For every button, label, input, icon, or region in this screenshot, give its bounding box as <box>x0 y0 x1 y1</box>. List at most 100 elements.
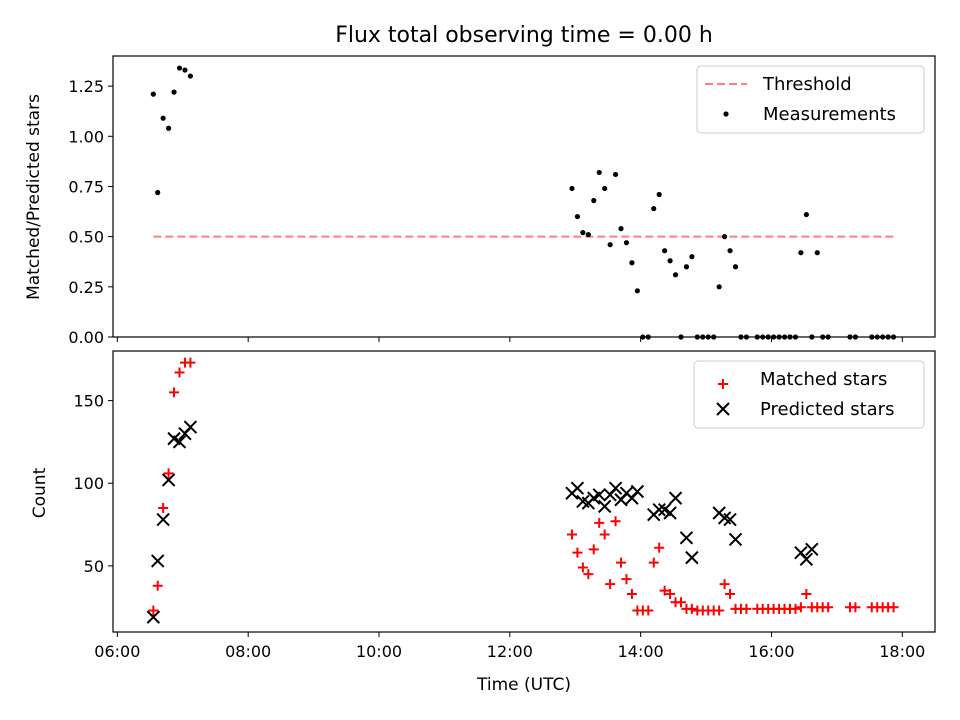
matched-star-point <box>626 588 637 599</box>
matched-star-point <box>616 557 627 568</box>
predicted-star-point <box>723 512 737 527</box>
measurement-point <box>574 213 581 220</box>
x-tick-label: 08:00 <box>225 642 271 661</box>
measurement-point <box>683 264 690 270</box>
matched-star-point <box>741 603 752 614</box>
measurement-point <box>651 205 657 212</box>
matched-star-point <box>795 602 806 613</box>
predicted-star-point <box>161 473 176 487</box>
predicted-star-point <box>799 552 814 566</box>
matched-star-point <box>725 588 736 599</box>
matched-star-point <box>790 603 801 614</box>
measurement-point <box>716 284 722 290</box>
predicted-star-point <box>172 435 187 449</box>
predicted-star-point <box>728 532 743 547</box>
matched-star-point <box>588 544 599 555</box>
top-y-tick-label: 0.25 <box>68 278 104 297</box>
matched-star-point <box>152 580 163 591</box>
chart-title: Flux total observing time = 0.00 h <box>335 23 713 48</box>
measurement-point <box>585 232 591 238</box>
predicted-legend-label: Predicted stars <box>760 399 894 420</box>
measurement-point <box>160 115 166 121</box>
measurement-point <box>569 185 575 192</box>
measurement-point <box>634 288 640 294</box>
matched-star-point <box>610 516 621 527</box>
measurement-point <box>656 191 662 198</box>
ratio-panel: 0.00 0.25 0.50 0.75 1.00 1.25 Matched/Predict… <box>24 55 936 347</box>
measurement-point <box>629 260 635 266</box>
predicted-star-point <box>592 488 606 502</box>
bottom-y-axis-label: Count <box>30 467 50 518</box>
matched-star-point <box>888 602 899 613</box>
matched-star-point <box>643 605 654 616</box>
measurement-point <box>607 242 613 248</box>
measurement-point <box>596 169 602 176</box>
matched-star-point <box>566 529 577 540</box>
measurements-legend-label: Measurements <box>763 104 896 125</box>
top-y-tick-label: 1.00 <box>68 127 104 146</box>
measurement-point <box>602 185 608 192</box>
bottom-y-tick-label: 150 <box>73 392 104 411</box>
predicted-star-point <box>146 610 161 624</box>
top-y-axis-label: Matched/Predicted stars <box>24 94 44 300</box>
matched-star-point <box>169 387 180 398</box>
measurement-point <box>803 211 809 218</box>
measurement-point <box>580 230 586 236</box>
top-y-tick-label: 0.75 <box>68 177 104 196</box>
x-tick-label: 18:00 <box>879 642 925 661</box>
x-tick-label: 12:00 <box>487 642 533 661</box>
bottom-legend: Matched stars Predicted stars <box>693 360 925 429</box>
matched-star-point <box>583 569 594 580</box>
predicted-star-point <box>805 542 819 557</box>
measurement-point <box>732 264 739 270</box>
matched-legend-swatch <box>718 379 728 389</box>
measurement-point <box>612 171 619 178</box>
x-tick-label: 10:00 <box>356 642 402 661</box>
predicted-star-point <box>608 481 623 495</box>
matched-legend-label: Matched stars <box>760 369 887 390</box>
matched-star-point <box>823 602 834 613</box>
matched-star-point <box>577 562 588 573</box>
predicted-star-point <box>668 491 683 505</box>
predicted-star-point <box>597 499 612 514</box>
threshold-legend-label: Threshold <box>762 74 852 95</box>
measurements-legend-swatch <box>723 111 729 117</box>
matched-star-point <box>148 605 159 616</box>
matched-star-point <box>158 503 169 514</box>
x-axis-label: Time (UTC) <box>476 675 571 695</box>
matched-star-point <box>648 557 659 568</box>
measurement-point <box>727 248 733 254</box>
predicted-star-point <box>685 550 699 565</box>
bottom-y-tick-label: 50 <box>84 557 104 576</box>
matched-star-point <box>654 542 665 553</box>
predicted-star-point <box>183 420 198 434</box>
measurement-point <box>150 91 156 97</box>
predicted-star-point <box>570 481 585 495</box>
matched-star-point <box>665 588 676 599</box>
predicted-star-point <box>630 484 645 499</box>
measurement-point <box>176 65 183 71</box>
x-tick-label: 16:00 <box>748 642 794 661</box>
predicted-star-point <box>652 502 666 517</box>
matched-star-point <box>605 579 616 590</box>
predicted-star-point <box>156 512 170 527</box>
measurement-point <box>165 125 172 131</box>
measurement-point <box>155 189 161 196</box>
predicted-star-point <box>663 506 677 520</box>
measurement-point <box>667 258 673 264</box>
matched-star-point <box>163 468 174 479</box>
measurement-point <box>623 240 630 246</box>
measurement-point <box>591 197 597 204</box>
bottom-y-tick-label: 100 <box>73 474 104 493</box>
measurement-point <box>618 226 624 232</box>
predicted-star-point <box>679 531 694 545</box>
count-panel: 50 100 150 06:00 08:00 10:00 12:00 14:00 16:00 1… <box>30 350 936 695</box>
matched-star-point <box>185 357 196 368</box>
top-legend: Threshold Measurements <box>696 65 925 134</box>
measurement-point <box>689 254 695 260</box>
matched-star-point <box>594 517 605 528</box>
measurement-point <box>171 89 177 95</box>
matched-star-point <box>686 603 697 614</box>
measurement-point <box>798 250 804 256</box>
